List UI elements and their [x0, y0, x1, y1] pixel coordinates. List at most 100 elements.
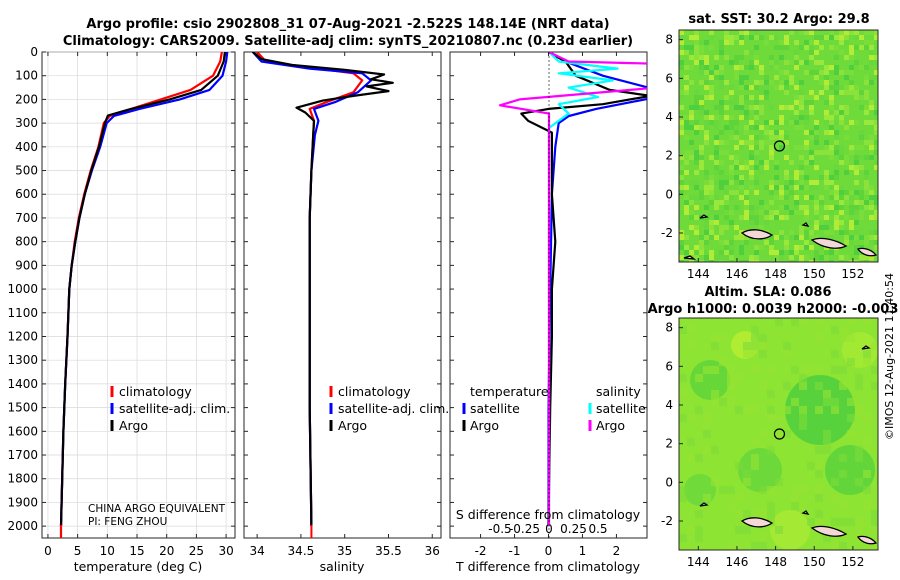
heatmap-cell	[739, 180, 744, 185]
heatmap-cell	[809, 40, 814, 45]
heatmap-cell	[784, 185, 789, 190]
heatmap-cell	[869, 205, 874, 210]
heatmap-cell	[844, 110, 849, 115]
heatmap-cell	[863, 414, 871, 422]
heatmap-cell	[779, 70, 784, 75]
heatmap-cell	[679, 210, 684, 215]
heatmap-cell	[849, 80, 854, 85]
legend-label-climatology: climatology	[338, 384, 411, 399]
heatmap-cell	[749, 205, 754, 210]
heatmap-cell	[831, 326, 839, 334]
heatmap-cell	[779, 80, 784, 85]
heatmap-cell	[849, 150, 854, 155]
y-tick-label: 2000	[7, 519, 38, 533]
heatmap-cell	[794, 200, 799, 205]
heatmap-cell	[729, 255, 734, 260]
map-x-tick-label: 152	[841, 555, 864, 569]
heatmap-cell	[769, 190, 774, 195]
heatmap-cell	[744, 95, 749, 100]
heatmap-cell	[854, 30, 859, 35]
heatmap-cell	[704, 85, 709, 90]
heatmap-cell	[719, 45, 724, 50]
heatmap-cell	[767, 502, 775, 510]
heatmap-cell	[749, 145, 754, 150]
heatmap-cell	[774, 195, 779, 200]
heatmap-cell	[799, 105, 804, 110]
heatmap-cell	[699, 240, 704, 245]
heatmap-cell	[679, 95, 684, 100]
heatmap-cell	[854, 180, 859, 185]
heatmap-cell	[724, 30, 729, 35]
heatmap-cell	[824, 180, 829, 185]
heatmap-cell	[814, 220, 819, 225]
heatmap-cell	[694, 90, 699, 95]
y-tick-label: 1100	[7, 306, 38, 320]
heatmap-cell	[684, 90, 689, 95]
x2-tick-label: -0.25	[509, 522, 540, 536]
heatmap-cell	[839, 85, 844, 90]
heatmap-cell	[704, 65, 709, 70]
heatmap-cell	[679, 185, 684, 190]
heatmap-cell	[709, 85, 714, 90]
heatmap-cell	[874, 30, 878, 35]
heatmap-cell	[829, 250, 834, 255]
legend-title-salinity: salinity	[596, 384, 641, 399]
heatmap-cell	[864, 140, 869, 145]
heatmap-cell	[734, 70, 739, 75]
heatmap-cell	[839, 150, 844, 155]
heatmap-cell	[839, 195, 844, 200]
heatmap-cell	[734, 225, 739, 230]
heatmap-cell	[789, 255, 794, 260]
heatmap-cell	[749, 35, 754, 40]
heatmap-cell	[704, 70, 709, 75]
heatmap-cell	[739, 85, 744, 90]
heatmap-cell	[689, 45, 694, 50]
heatmap-cell	[874, 200, 878, 205]
heatmap-cell	[749, 185, 754, 190]
heatmap-cell	[829, 180, 834, 185]
heatmap-cell	[809, 90, 814, 95]
heatmap-cell	[863, 438, 871, 446]
heatmap-cell	[859, 210, 864, 215]
heatmap-cell	[874, 215, 878, 220]
heatmap-cell	[799, 366, 807, 374]
heatmap-cell	[704, 225, 709, 230]
heatmap-cell	[709, 200, 714, 205]
salinity-axes	[243, 51, 442, 539]
heatmap-cell	[829, 155, 834, 160]
heatmap-cell	[734, 75, 739, 80]
heatmap-cell	[784, 40, 789, 45]
heatmap-cell	[783, 342, 791, 350]
heatmap-cell	[839, 542, 847, 550]
heatmap-cell	[831, 398, 839, 406]
heatmap-cell	[709, 260, 714, 262]
heatmap-cell	[754, 85, 759, 90]
heatmap-cell	[694, 120, 699, 125]
heatmap-cell	[689, 50, 694, 55]
heatmap-cell	[844, 215, 849, 220]
heatmap-cell	[754, 155, 759, 160]
heatmap-cell	[849, 65, 854, 70]
heatmap-cell	[719, 105, 724, 110]
heatmap-cell	[794, 85, 799, 90]
heatmap-cell	[829, 65, 834, 70]
heatmap-cell	[729, 220, 734, 225]
heatmap-cell	[859, 155, 864, 160]
heatmap-cell	[694, 60, 699, 65]
heatmap-cell	[774, 235, 779, 240]
heatmap-cell	[759, 350, 767, 358]
heatmap-cell	[819, 215, 824, 220]
heatmap-cell	[699, 150, 704, 155]
heatmap-cell	[709, 95, 714, 100]
heatmap-cell	[744, 115, 749, 120]
heatmap-cell	[739, 145, 744, 150]
heatmap-cell	[774, 75, 779, 80]
heatmap-cell	[839, 255, 844, 260]
heatmap-cell	[859, 65, 864, 70]
heatmap-cell	[679, 245, 684, 250]
heatmap-cell	[744, 190, 749, 195]
heatmap-cell	[754, 150, 759, 155]
heatmap-cell	[834, 110, 839, 115]
heatmap-cell	[799, 210, 804, 215]
heatmap-cell	[699, 95, 704, 100]
